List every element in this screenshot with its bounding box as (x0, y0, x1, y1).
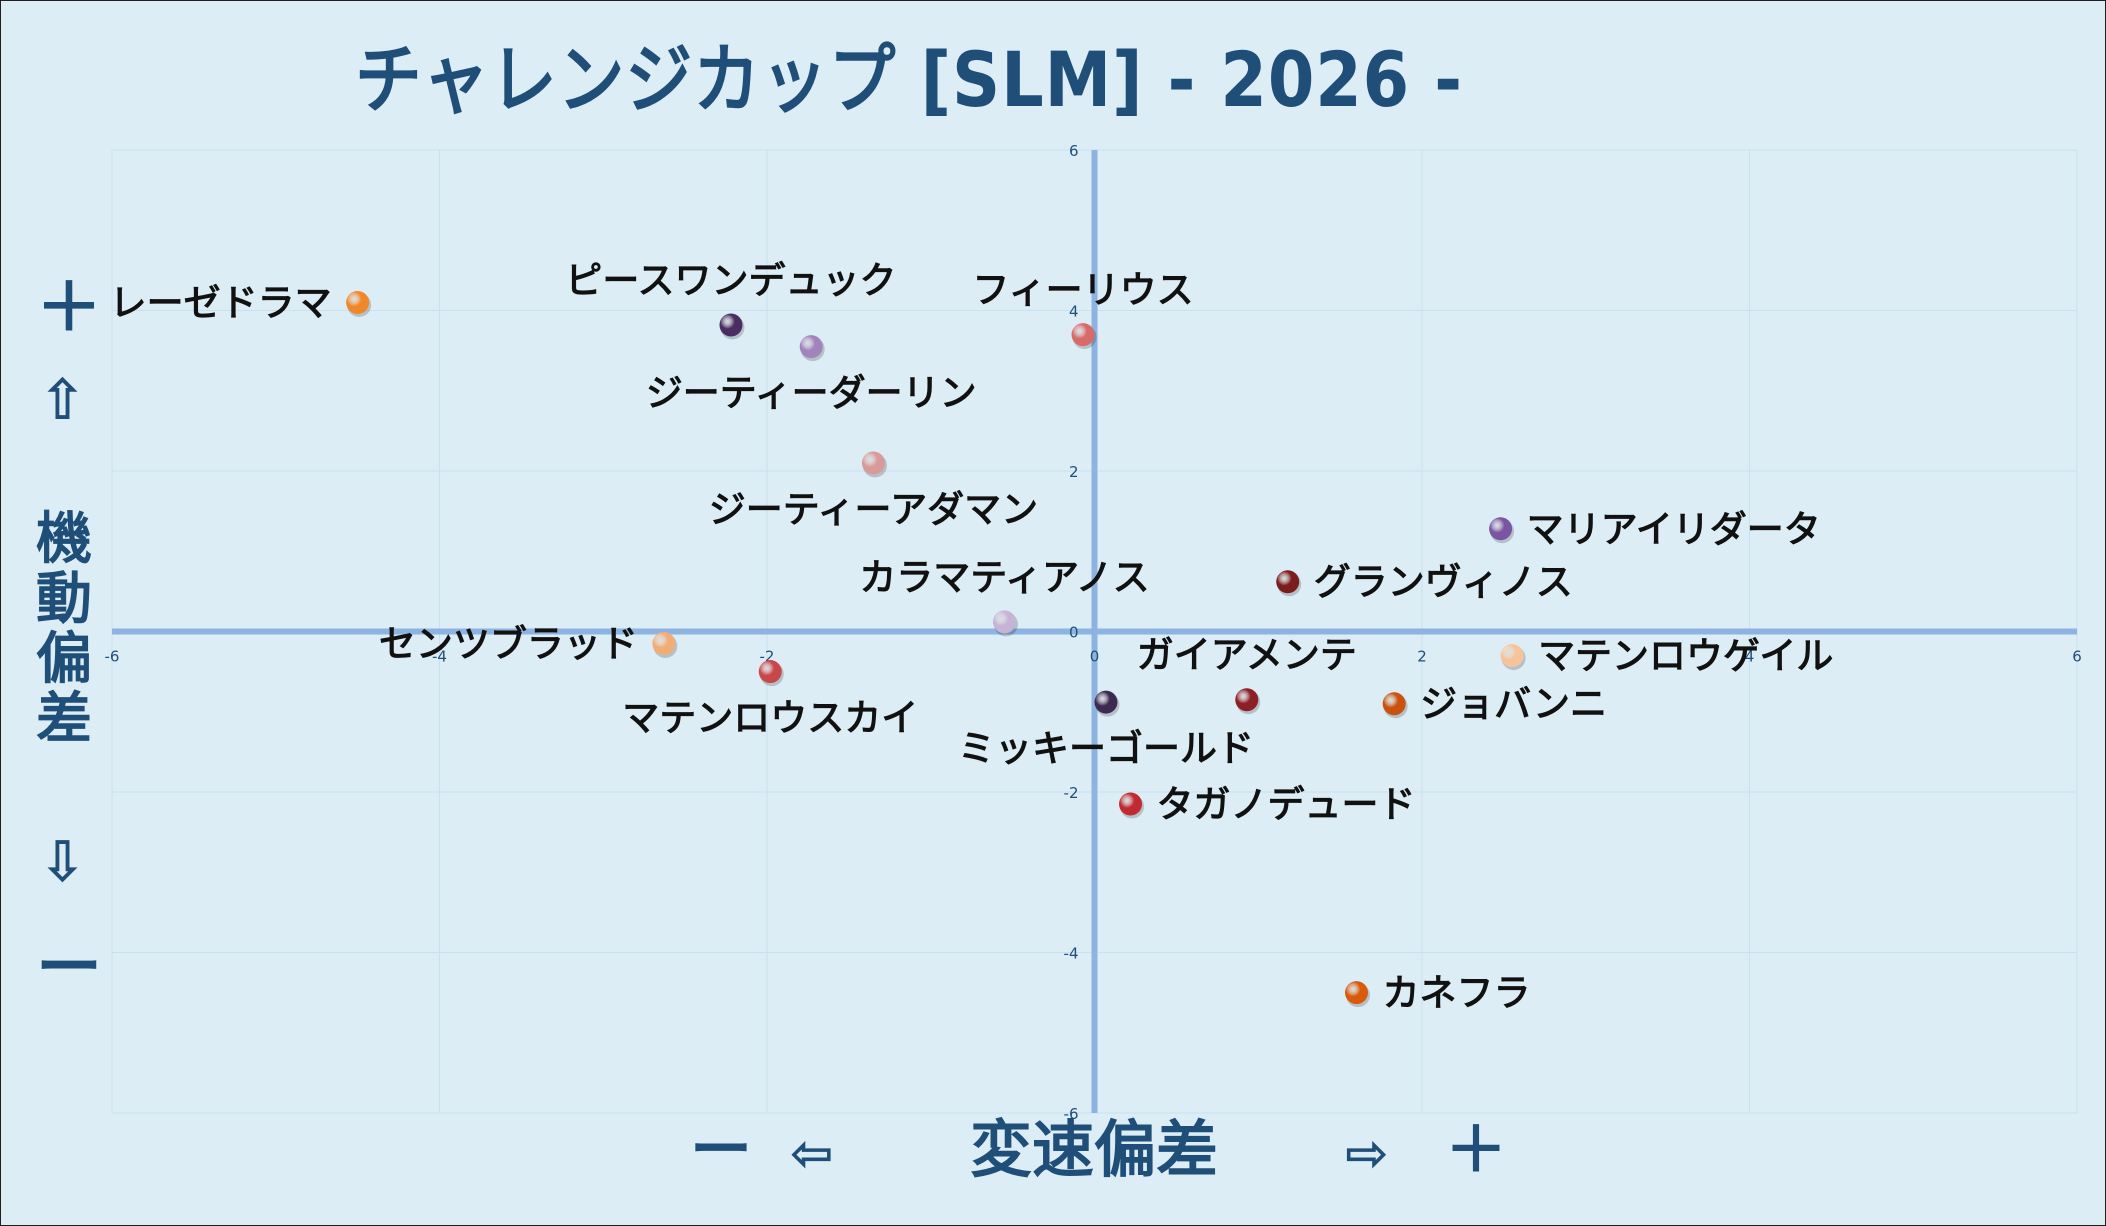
data-point (1094, 690, 1118, 714)
point-label: タガノデュード (1157, 783, 1416, 826)
y-tick-label: -4 (1064, 945, 1079, 963)
y-axis-minus-sign: ー (36, 929, 102, 1006)
data-point (1071, 323, 1095, 347)
point-label: レーゼドラマ (110, 281, 332, 324)
x-tick-label: 4 (1745, 648, 1755, 666)
data-point (1235, 688, 1259, 712)
data-point (1345, 981, 1368, 1005)
point-label: ジーティーダーリン (646, 372, 977, 415)
y-axis-label: ＋ ⇧ 機動偏差 ⇩ ー (28, 269, 108, 1001)
data-point (861, 451, 885, 475)
y-tick-label: 2 (1069, 463, 1079, 481)
data-point (1276, 570, 1300, 594)
x-axis-label: ー ⇦ 変速偏差 ⇨ ＋ (680, 1115, 1580, 1195)
data-point (992, 610, 1016, 634)
y-tick-label: 6 (1069, 142, 1079, 160)
y-axis-plus-sign: ＋ (36, 269, 102, 346)
data-point (1500, 644, 1524, 668)
point-label: ジーティーアダマン (709, 488, 1038, 531)
data-point (799, 335, 823, 359)
axis-layer (112, 150, 2077, 1113)
label-layer: レーゼドラマピースワンデュックジーティーダーリンフィーリウスジーティーアダマンマ… (110, 259, 1834, 1015)
right-arrow-icon: ⇨ (1345, 1124, 1389, 1184)
y-tick-label: -2 (1064, 784, 1079, 802)
x-axis-plus-sign: ＋ (1445, 1113, 1508, 1186)
point-label: マリアイリダータ (1527, 508, 1821, 551)
point-label: カラマティアノス (859, 556, 1149, 599)
y-tick-label: 0 (1069, 624, 1079, 642)
x-tick-label: 2 (1417, 648, 1427, 666)
y-tick-label: -6 (1064, 1105, 1079, 1123)
chart-title: チャレンジカップ [SLM] - 2026 - (355, 35, 1463, 124)
x-tick-label: -6 (105, 648, 120, 666)
point-label: センツブラッド (379, 623, 638, 666)
data-point (758, 660, 782, 684)
y-tick-label: 4 (1069, 303, 1079, 321)
point-label: フィーリウス (972, 269, 1193, 312)
data-point (652, 632, 676, 656)
data-point (719, 313, 743, 337)
point-label: ピースワンデュック (565, 259, 896, 302)
up-arrow-icon: ⇧ (39, 368, 86, 433)
point-label: カネフラ (1383, 972, 1531, 1015)
left-arrow-icon: ⇦ (790, 1124, 834, 1184)
y-axis-title: 機動偏差 (36, 507, 92, 752)
data-point (346, 290, 370, 314)
point-label: ミッキーゴールド (958, 727, 1254, 770)
x-axis-title: 変速偏差 (970, 1113, 1219, 1186)
point-label: グランヴィノス (1314, 561, 1573, 604)
point-label: ジョバンニ (1420, 683, 1607, 726)
data-point (1382, 692, 1406, 716)
point-layer (346, 290, 1526, 1008)
point-label: マテンロウスカイ (622, 697, 918, 740)
x-tick-label: -4 (432, 648, 447, 666)
point-label: ガイアメンテ (1137, 634, 1357, 677)
point-label: マテンロウゲイル (1538, 635, 1833, 678)
data-point (1119, 792, 1143, 816)
x-axis-minus-sign: ー (690, 1113, 753, 1186)
data-point (1489, 517, 1513, 541)
x-tick-label: 6 (2072, 648, 2082, 666)
down-arrow-icon: ⇩ (39, 830, 86, 895)
x-tick-label: 0 (1090, 648, 1100, 666)
